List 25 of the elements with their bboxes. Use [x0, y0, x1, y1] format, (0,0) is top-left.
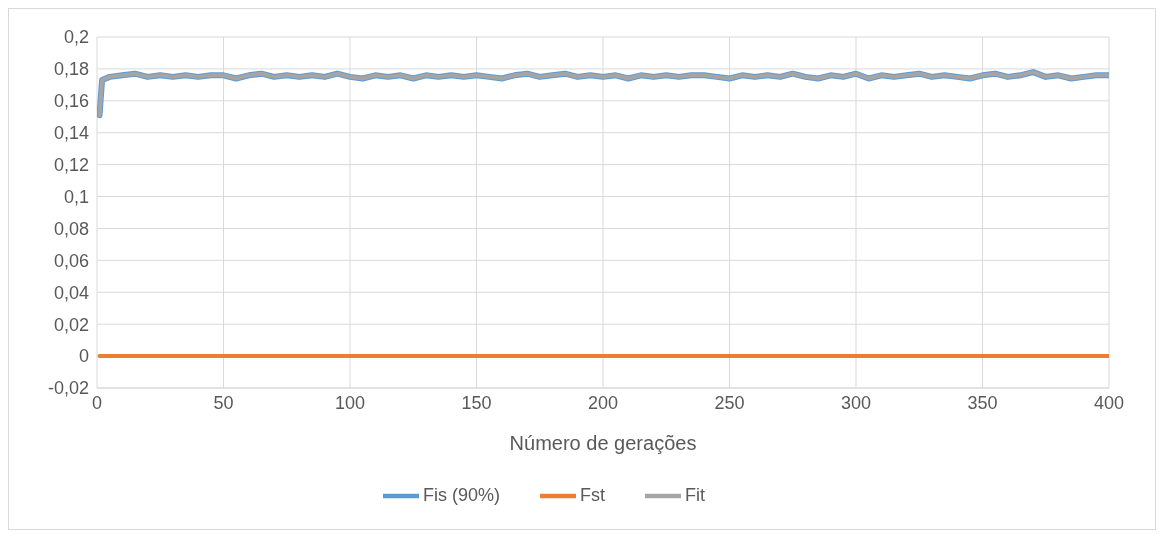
- y-tick-label: 0,02: [53, 314, 89, 335]
- y-tick-label: 0,14: [53, 123, 89, 144]
- y-tick-label: 0,2: [63, 27, 89, 48]
- y-tick-label: 0,16: [53, 91, 89, 112]
- y-tick-label: 0,18: [53, 59, 89, 80]
- y-tick-label: 0,12: [53, 155, 89, 176]
- legend-label: Fit: [685, 484, 705, 505]
- x-tick-label: 400: [1093, 392, 1125, 413]
- x-tick-label: 250: [714, 392, 745, 413]
- y-tick-label: 0,1: [63, 186, 89, 207]
- x-tick-label: 150: [461, 392, 492, 413]
- y-tick-label: 0: [78, 346, 89, 367]
- x-tick-label: 350: [967, 392, 998, 413]
- y-tick-label: -0,02: [47, 378, 89, 399]
- y-tick-label: 0,08: [53, 218, 89, 239]
- legend-label: Fst: [580, 484, 605, 505]
- x-tick-label: 0: [91, 392, 103, 413]
- x-tick-label: 200: [587, 392, 619, 413]
- x-tick-label: 300: [840, 392, 872, 413]
- x-tick-label: 100: [334, 392, 366, 413]
- y-tick-label: 0,04: [53, 282, 89, 303]
- y-tick-label: 0,06: [53, 250, 89, 271]
- x-axis-title: Número de gerações: [509, 432, 697, 454]
- legend-label: Fis (90%): [422, 484, 500, 505]
- x-tick-label: 50: [213, 392, 234, 413]
